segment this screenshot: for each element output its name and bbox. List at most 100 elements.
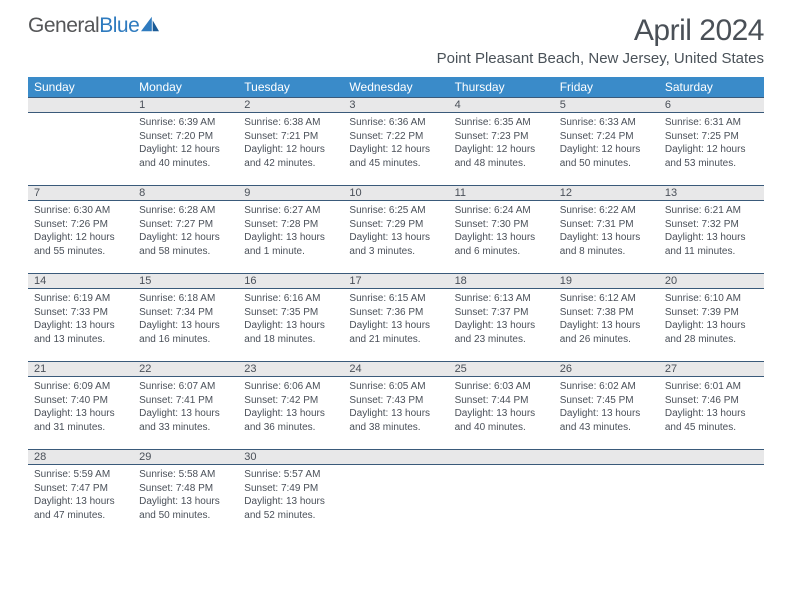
sunrise-text: Sunrise: 6:12 AM xyxy=(560,292,653,306)
daylight-text: Daylight: 13 hours and 36 minutes. xyxy=(244,407,337,434)
sunset-text: Sunset: 7:38 PM xyxy=(560,306,653,320)
sunset-text: Sunset: 7:39 PM xyxy=(665,306,758,320)
day-details: Sunrise: 6:18 AMSunset: 7:34 PMDaylight:… xyxy=(133,289,238,350)
sunset-text: Sunset: 7:49 PM xyxy=(244,482,337,496)
day-number: 14 xyxy=(28,273,133,289)
calendar-cell: 6Sunrise: 6:31 AMSunset: 7:25 PMDaylight… xyxy=(659,97,764,185)
daylight-text: Daylight: 13 hours and 47 minutes. xyxy=(34,495,127,522)
day-number xyxy=(554,449,659,465)
sunrise-text: Sunrise: 5:59 AM xyxy=(34,468,127,482)
day-details: Sunrise: 6:25 AMSunset: 7:29 PMDaylight:… xyxy=(343,201,448,262)
sunset-text: Sunset: 7:27 PM xyxy=(139,218,232,232)
sunset-text: Sunset: 7:45 PM xyxy=(560,394,653,408)
day-details: Sunrise: 5:59 AMSunset: 7:47 PMDaylight:… xyxy=(28,465,133,526)
day-details: Sunrise: 6:27 AMSunset: 7:28 PMDaylight:… xyxy=(238,201,343,262)
sunrise-text: Sunrise: 6:33 AM xyxy=(560,116,653,130)
day-number: 7 xyxy=(28,185,133,201)
calendar-cell: 20Sunrise: 6:10 AMSunset: 7:39 PMDayligh… xyxy=(659,273,764,361)
daylight-text: Daylight: 13 hours and 11 minutes. xyxy=(665,231,758,258)
calendar-cell: 11Sunrise: 6:24 AMSunset: 7:30 PMDayligh… xyxy=(449,185,554,273)
calendar-cell xyxy=(343,449,448,537)
sunrise-text: Sunrise: 6:19 AM xyxy=(34,292,127,306)
daylight-text: Daylight: 12 hours and 58 minutes. xyxy=(139,231,232,258)
sunrise-text: Sunrise: 6:13 AM xyxy=(455,292,548,306)
logo-text: GeneralBlue xyxy=(28,14,139,38)
location: Point Pleasant Beach, New Jersey, United… xyxy=(437,50,764,67)
daylight-text: Daylight: 13 hours and 52 minutes. xyxy=(244,495,337,522)
day-details: Sunrise: 6:30 AMSunset: 7:26 PMDaylight:… xyxy=(28,201,133,262)
sunrise-text: Sunrise: 6:15 AM xyxy=(349,292,442,306)
sunset-text: Sunset: 7:40 PM xyxy=(34,394,127,408)
calendar-cell: 16Sunrise: 6:16 AMSunset: 7:35 PMDayligh… xyxy=(238,273,343,361)
day-details: Sunrise: 6:15 AMSunset: 7:36 PMDaylight:… xyxy=(343,289,448,350)
calendar-week: 21Sunrise: 6:09 AMSunset: 7:40 PMDayligh… xyxy=(28,361,764,449)
sunset-text: Sunset: 7:43 PM xyxy=(349,394,442,408)
sunset-text: Sunset: 7:29 PM xyxy=(349,218,442,232)
daylight-text: Daylight: 12 hours and 45 minutes. xyxy=(349,143,442,170)
day-details: Sunrise: 6:38 AMSunset: 7:21 PMDaylight:… xyxy=(238,113,343,174)
calendar-cell: 26Sunrise: 6:02 AMSunset: 7:45 PMDayligh… xyxy=(554,361,659,449)
day-header: Wednesday xyxy=(343,77,448,97)
sunrise-text: Sunrise: 6:05 AM xyxy=(349,380,442,394)
calendar-week: 14Sunrise: 6:19 AMSunset: 7:33 PMDayligh… xyxy=(28,273,764,361)
sunrise-text: Sunrise: 6:21 AM xyxy=(665,204,758,218)
daylight-text: Daylight: 12 hours and 40 minutes. xyxy=(139,143,232,170)
sunrise-text: Sunrise: 6:18 AM xyxy=(139,292,232,306)
sunset-text: Sunset: 7:35 PM xyxy=(244,306,337,320)
sunset-text: Sunset: 7:30 PM xyxy=(455,218,548,232)
day-number: 16 xyxy=(238,273,343,289)
day-details: Sunrise: 6:13 AMSunset: 7:37 PMDaylight:… xyxy=(449,289,554,350)
daylight-text: Daylight: 13 hours and 50 minutes. xyxy=(139,495,232,522)
daylight-text: Daylight: 13 hours and 31 minutes. xyxy=(34,407,127,434)
sunset-text: Sunset: 7:25 PM xyxy=(665,130,758,144)
day-number: 17 xyxy=(343,273,448,289)
sunset-text: Sunset: 7:28 PM xyxy=(244,218,337,232)
daylight-text: Daylight: 13 hours and 16 minutes. xyxy=(139,319,232,346)
day-details: Sunrise: 6:02 AMSunset: 7:45 PMDaylight:… xyxy=(554,377,659,438)
sunrise-text: Sunrise: 6:38 AM xyxy=(244,116,337,130)
day-details: Sunrise: 6:31 AMSunset: 7:25 PMDaylight:… xyxy=(659,113,764,174)
day-number: 4 xyxy=(449,97,554,113)
day-header-row: SundayMondayTuesdayWednesdayThursdayFrid… xyxy=(28,77,764,97)
daylight-text: Daylight: 12 hours and 48 minutes. xyxy=(455,143,548,170)
calendar-week: 28Sunrise: 5:59 AMSunset: 7:47 PMDayligh… xyxy=(28,449,764,537)
sunset-text: Sunset: 7:24 PM xyxy=(560,130,653,144)
calendar-cell xyxy=(449,449,554,537)
sunset-text: Sunset: 7:21 PM xyxy=(244,130,337,144)
day-number: 8 xyxy=(133,185,238,201)
day-details: Sunrise: 6:09 AMSunset: 7:40 PMDaylight:… xyxy=(28,377,133,438)
day-header: Saturday xyxy=(659,77,764,97)
calendar-cell: 8Sunrise: 6:28 AMSunset: 7:27 PMDaylight… xyxy=(133,185,238,273)
day-header: Sunday xyxy=(28,77,133,97)
day-number xyxy=(343,449,448,465)
sunrise-text: Sunrise: 6:30 AM xyxy=(34,204,127,218)
logo-text-general: General xyxy=(28,14,99,37)
calendar-cell: 10Sunrise: 6:25 AMSunset: 7:29 PMDayligh… xyxy=(343,185,448,273)
calendar-cell: 30Sunrise: 5:57 AMSunset: 7:49 PMDayligh… xyxy=(238,449,343,537)
calendar-cell: 25Sunrise: 6:03 AMSunset: 7:44 PMDayligh… xyxy=(449,361,554,449)
sunrise-text: Sunrise: 6:09 AM xyxy=(34,380,127,394)
day-number: 3 xyxy=(343,97,448,113)
day-details: Sunrise: 6:39 AMSunset: 7:20 PMDaylight:… xyxy=(133,113,238,174)
day-number: 6 xyxy=(659,97,764,113)
day-details: Sunrise: 5:57 AMSunset: 7:49 PMDaylight:… xyxy=(238,465,343,526)
sunset-text: Sunset: 7:22 PM xyxy=(349,130,442,144)
sunrise-text: Sunrise: 6:27 AM xyxy=(244,204,337,218)
sunset-text: Sunset: 7:23 PM xyxy=(455,130,548,144)
day-number: 23 xyxy=(238,361,343,377)
calendar-cell: 14Sunrise: 6:19 AMSunset: 7:33 PMDayligh… xyxy=(28,273,133,361)
day-header: Monday xyxy=(133,77,238,97)
day-details: Sunrise: 6:07 AMSunset: 7:41 PMDaylight:… xyxy=(133,377,238,438)
daylight-text: Daylight: 13 hours and 43 minutes. xyxy=(560,407,653,434)
day-number: 5 xyxy=(554,97,659,113)
daylight-text: Daylight: 13 hours and 38 minutes. xyxy=(349,407,442,434)
sunrise-text: Sunrise: 6:36 AM xyxy=(349,116,442,130)
day-number xyxy=(659,449,764,465)
daylight-text: Daylight: 13 hours and 3 minutes. xyxy=(349,231,442,258)
daylight-text: Daylight: 13 hours and 8 minutes. xyxy=(560,231,653,258)
day-details: Sunrise: 6:03 AMSunset: 7:44 PMDaylight:… xyxy=(449,377,554,438)
daylight-text: Daylight: 13 hours and 40 minutes. xyxy=(455,407,548,434)
day-number: 12 xyxy=(554,185,659,201)
day-number: 10 xyxy=(343,185,448,201)
sunrise-text: Sunrise: 5:58 AM xyxy=(139,468,232,482)
